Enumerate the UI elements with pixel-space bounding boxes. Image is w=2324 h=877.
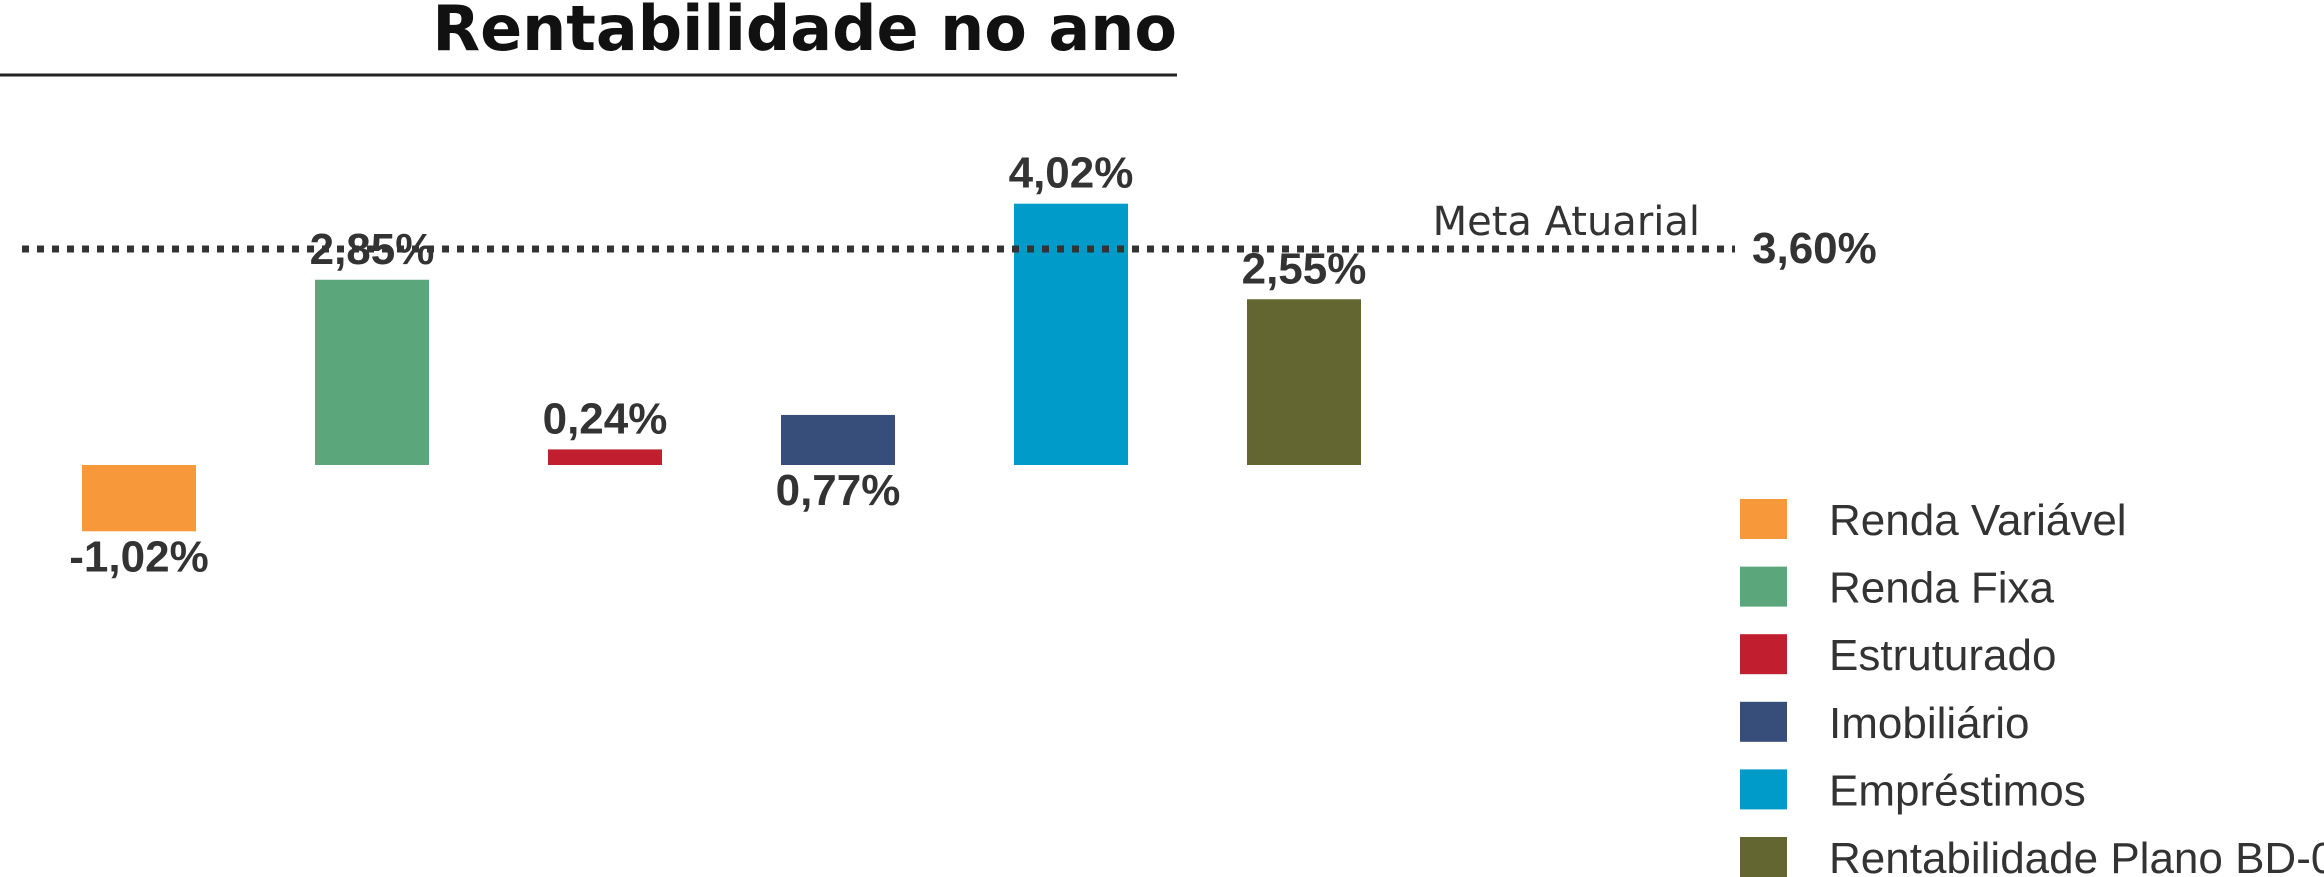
legend: Renda Variável Renda Fixa Estruturado Imobi… bbox=[1740, 496, 2324, 877]
legend-swatch-5 bbox=[1740, 769, 1787, 810]
legend-label-3: Estruturado bbox=[1829, 631, 2056, 680]
legend-swatch-1 bbox=[1740, 499, 1787, 539]
legend-label-4: Imobiliário bbox=[1829, 699, 2030, 748]
bar-5 bbox=[1014, 203, 1128, 465]
legend-swatch-3 bbox=[1740, 634, 1787, 675]
bar-4 bbox=[781, 414, 895, 465]
reference-line-group: Meta Atuarial 3,60% bbox=[22, 199, 1877, 273]
bar-3 bbox=[548, 449, 662, 465]
chart-title: Rentabilidade no ano bbox=[432, 0, 1177, 65]
bar-3-value-label: 0,24% bbox=[543, 394, 668, 443]
legend-swatch-2 bbox=[1740, 566, 1787, 607]
bar-1-value-label: -1,02% bbox=[69, 532, 208, 581]
legend-label-6: Rentabilidade Plano BD-01 bbox=[1829, 834, 2324, 877]
bar-6 bbox=[1247, 299, 1361, 465]
bar-1 bbox=[82, 465, 196, 532]
meta-atuarial-label: Meta Atuarial bbox=[1433, 199, 1700, 245]
legend-label-1: Renda Variável bbox=[1829, 496, 2127, 545]
meta-atuarial-value: 3,60% bbox=[1752, 224, 1877, 273]
legend-label-2: Renda Fixa bbox=[1829, 564, 2055, 613]
legend-swatch-6 bbox=[1740, 837, 1787, 877]
bar-4-value-label: 0,77% bbox=[776, 466, 901, 515]
bar-2 bbox=[315, 279, 429, 465]
legend-label-5: Empréstimos bbox=[1829, 766, 2086, 815]
bar-5-value-label: 4,02% bbox=[1009, 149, 1134, 198]
bars-layer: -1,02%2,85%0,24%0,77%4,02%2,55% bbox=[69, 149, 1366, 582]
legend-swatch-4 bbox=[1740, 701, 1787, 742]
